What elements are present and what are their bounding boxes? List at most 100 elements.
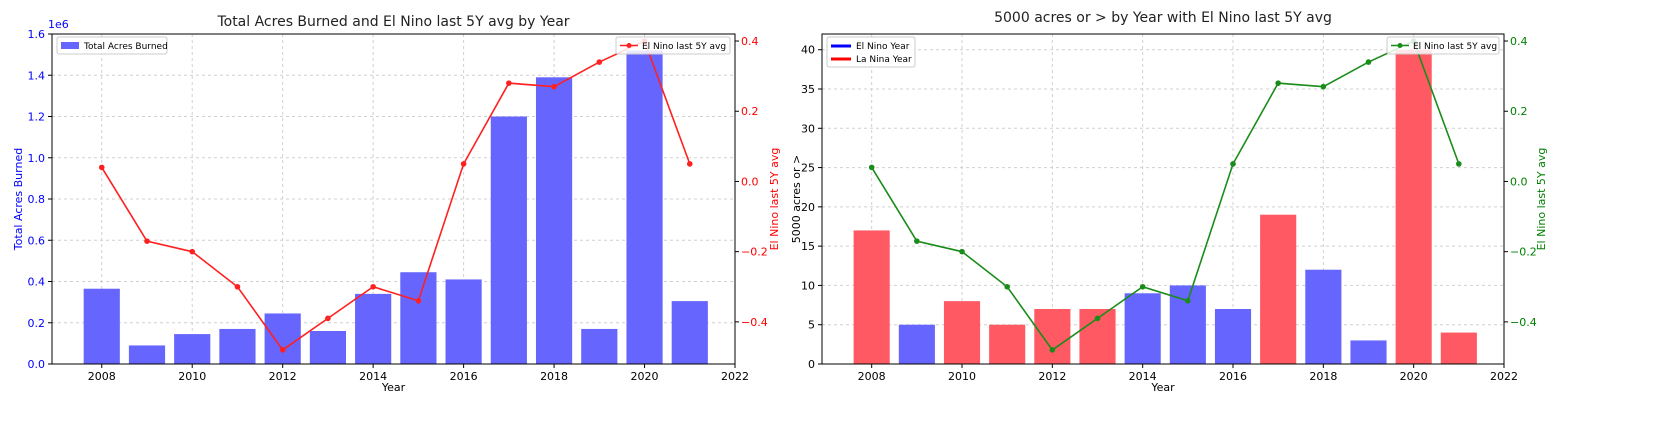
p2-series-line — [870, 39, 1460, 352]
p2-y-tick-label: 20 — [801, 201, 815, 214]
p2-series-point — [868, 164, 875, 171]
p1-bar — [264, 313, 301, 364]
p1-series-point — [686, 161, 693, 167]
p2-x-tick-label: 2022 — [1490, 370, 1518, 383]
p1-bar — [128, 345, 166, 364]
p2-x-tick-label: 2016 — [1219, 370, 1247, 383]
p1-bar — [626, 50, 663, 364]
p2-x-tick-label: 2008 — [858, 370, 886, 383]
p1-x-tick-label: 2022 — [721, 370, 749, 383]
p2-y2-tick-label: 0.4 — [1510, 35, 1528, 48]
p1-bar — [581, 328, 618, 364]
p2-y2-tick-label: 0.2 — [1510, 105, 1528, 118]
p2-x-tick-label: 2014 — [1129, 370, 1157, 383]
p1-legend-swatch — [61, 42, 79, 49]
p1-bar — [355, 293, 392, 364]
p1-y2-axis-label: El Nino last 5Y avg — [768, 148, 781, 251]
p2-series-point — [1230, 161, 1236, 167]
p1-series-point — [325, 315, 331, 322]
p2-chart-title: 5000 acres or > by Year with El Nino las… — [994, 10, 1332, 26]
p1-bar — [309, 331, 347, 364]
p1-y2-tick-label: 0.2 — [741, 105, 759, 118]
p1-x-tick-label: 2008 — [88, 370, 116, 383]
p1-y2-tick-label: 0.4 — [741, 35, 759, 48]
p2-series-point — [959, 248, 965, 255]
p1-series-point — [551, 83, 557, 90]
p1-y2-tick-label: −0.4 — [741, 316, 768, 329]
p1-bar — [174, 334, 211, 364]
p1-legend-label: Total Acres Burned — [83, 42, 168, 52]
p2-y-axis-label: 5000 acres or > — [790, 155, 803, 244]
p1-y-tick-label: 0.4 — [28, 276, 46, 289]
p2-y2-tick-label: 0.0 — [1510, 175, 1528, 188]
p2-series-point — [1275, 80, 1281, 86]
p2-x-tick-label: 2020 — [1400, 370, 1428, 383]
p1-bar — [400, 272, 437, 364]
p1-bar — [535, 77, 573, 364]
p1-x-axis-label: Year — [381, 381, 406, 394]
p1-series-point — [234, 283, 241, 290]
p1-bar — [83, 288, 120, 364]
p2-bar — [1260, 214, 1297, 364]
p1-legend-label: El Nino last 5Y avg — [642, 42, 726, 52]
p1-x-tick-label: 2014 — [359, 370, 387, 383]
p1-y-tick-label: 1.0 — [28, 152, 46, 165]
p2-series-point — [1365, 59, 1372, 65]
p2-y-tick-label: 40 — [801, 44, 815, 57]
p2-series-point — [1320, 83, 1327, 90]
p2-series-point — [914, 238, 920, 244]
p2-series-point — [1004, 283, 1010, 290]
p1-y-tick-label: 1.2 — [28, 111, 46, 124]
p1-y-tick-label: 1.4 — [28, 69, 46, 82]
p1-y-tick-label: 0.0 — [28, 358, 46, 371]
p2-bar — [943, 301, 981, 364]
p2-legend-right-box — [1386, 36, 1500, 55]
p1-bar — [445, 279, 482, 364]
p2-bar — [1305, 269, 1342, 364]
p2-legend-label: El Nino last 5Y avg — [1413, 42, 1497, 52]
p2-y-tick-label: 25 — [801, 162, 815, 175]
p1-bar — [671, 301, 708, 364]
p1-series-point — [506, 80, 512, 86]
p1-series-point — [189, 248, 196, 255]
p2-x-tick-label: 2018 — [1309, 370, 1337, 383]
p2-bar — [1124, 293, 1161, 364]
p1-legend-left-box — [56, 36, 168, 55]
p2-y-tick-label: 10 — [801, 279, 815, 292]
p2-bar — [898, 324, 935, 364]
p1-y2-tick-label: 0.0 — [741, 175, 759, 188]
p1-series-point — [370, 283, 376, 290]
p2-x-axis-label: Year — [1150, 381, 1175, 394]
p2-bar — [989, 324, 1026, 364]
p2-y-tick-label: 0 — [808, 358, 815, 371]
p2-series-point — [1049, 347, 1056, 353]
p1-series-line — [101, 39, 691, 352]
p2-x-tick-label: 2010 — [948, 370, 976, 383]
p1-y-tick-label: 0.6 — [28, 234, 46, 247]
p1-series-point — [596, 59, 603, 65]
p1-series-point — [415, 298, 422, 304]
p2-legend-label: El Nino Year — [856, 42, 910, 52]
p2-series-point — [1094, 315, 1101, 322]
p2-bar — [1350, 340, 1387, 364]
p2-y2-tick-label: −0.4 — [1510, 316, 1537, 329]
p1-y-tick-label: 0.8 — [28, 193, 46, 206]
p1-x-tick-label: 2010 — [178, 370, 206, 383]
p2-x-tick-label: 2012 — [1038, 370, 1066, 383]
p1-series-point — [460, 161, 467, 167]
p1-x-tick-label: 2012 — [269, 370, 297, 383]
p2-y-tick-label: 15 — [801, 240, 815, 253]
p1-legend-right-box — [615, 36, 731, 55]
p2-bar — [1214, 309, 1252, 364]
p1-x-tick-label: 2020 — [631, 370, 659, 383]
p1-y-axis-label: Total Acres Burned — [12, 148, 25, 251]
p1-series-point — [279, 347, 286, 353]
p2-y-tick-label: 30 — [801, 122, 815, 135]
p1-bar — [219, 328, 256, 364]
p2-bar — [853, 230, 890, 364]
p2-legend-marker — [1397, 43, 1403, 48]
p2-bar — [1034, 309, 1071, 364]
p1-y-offset-label: 1e6 — [48, 18, 69, 31]
p2-y2-tick-label: −0.2 — [1510, 246, 1537, 259]
